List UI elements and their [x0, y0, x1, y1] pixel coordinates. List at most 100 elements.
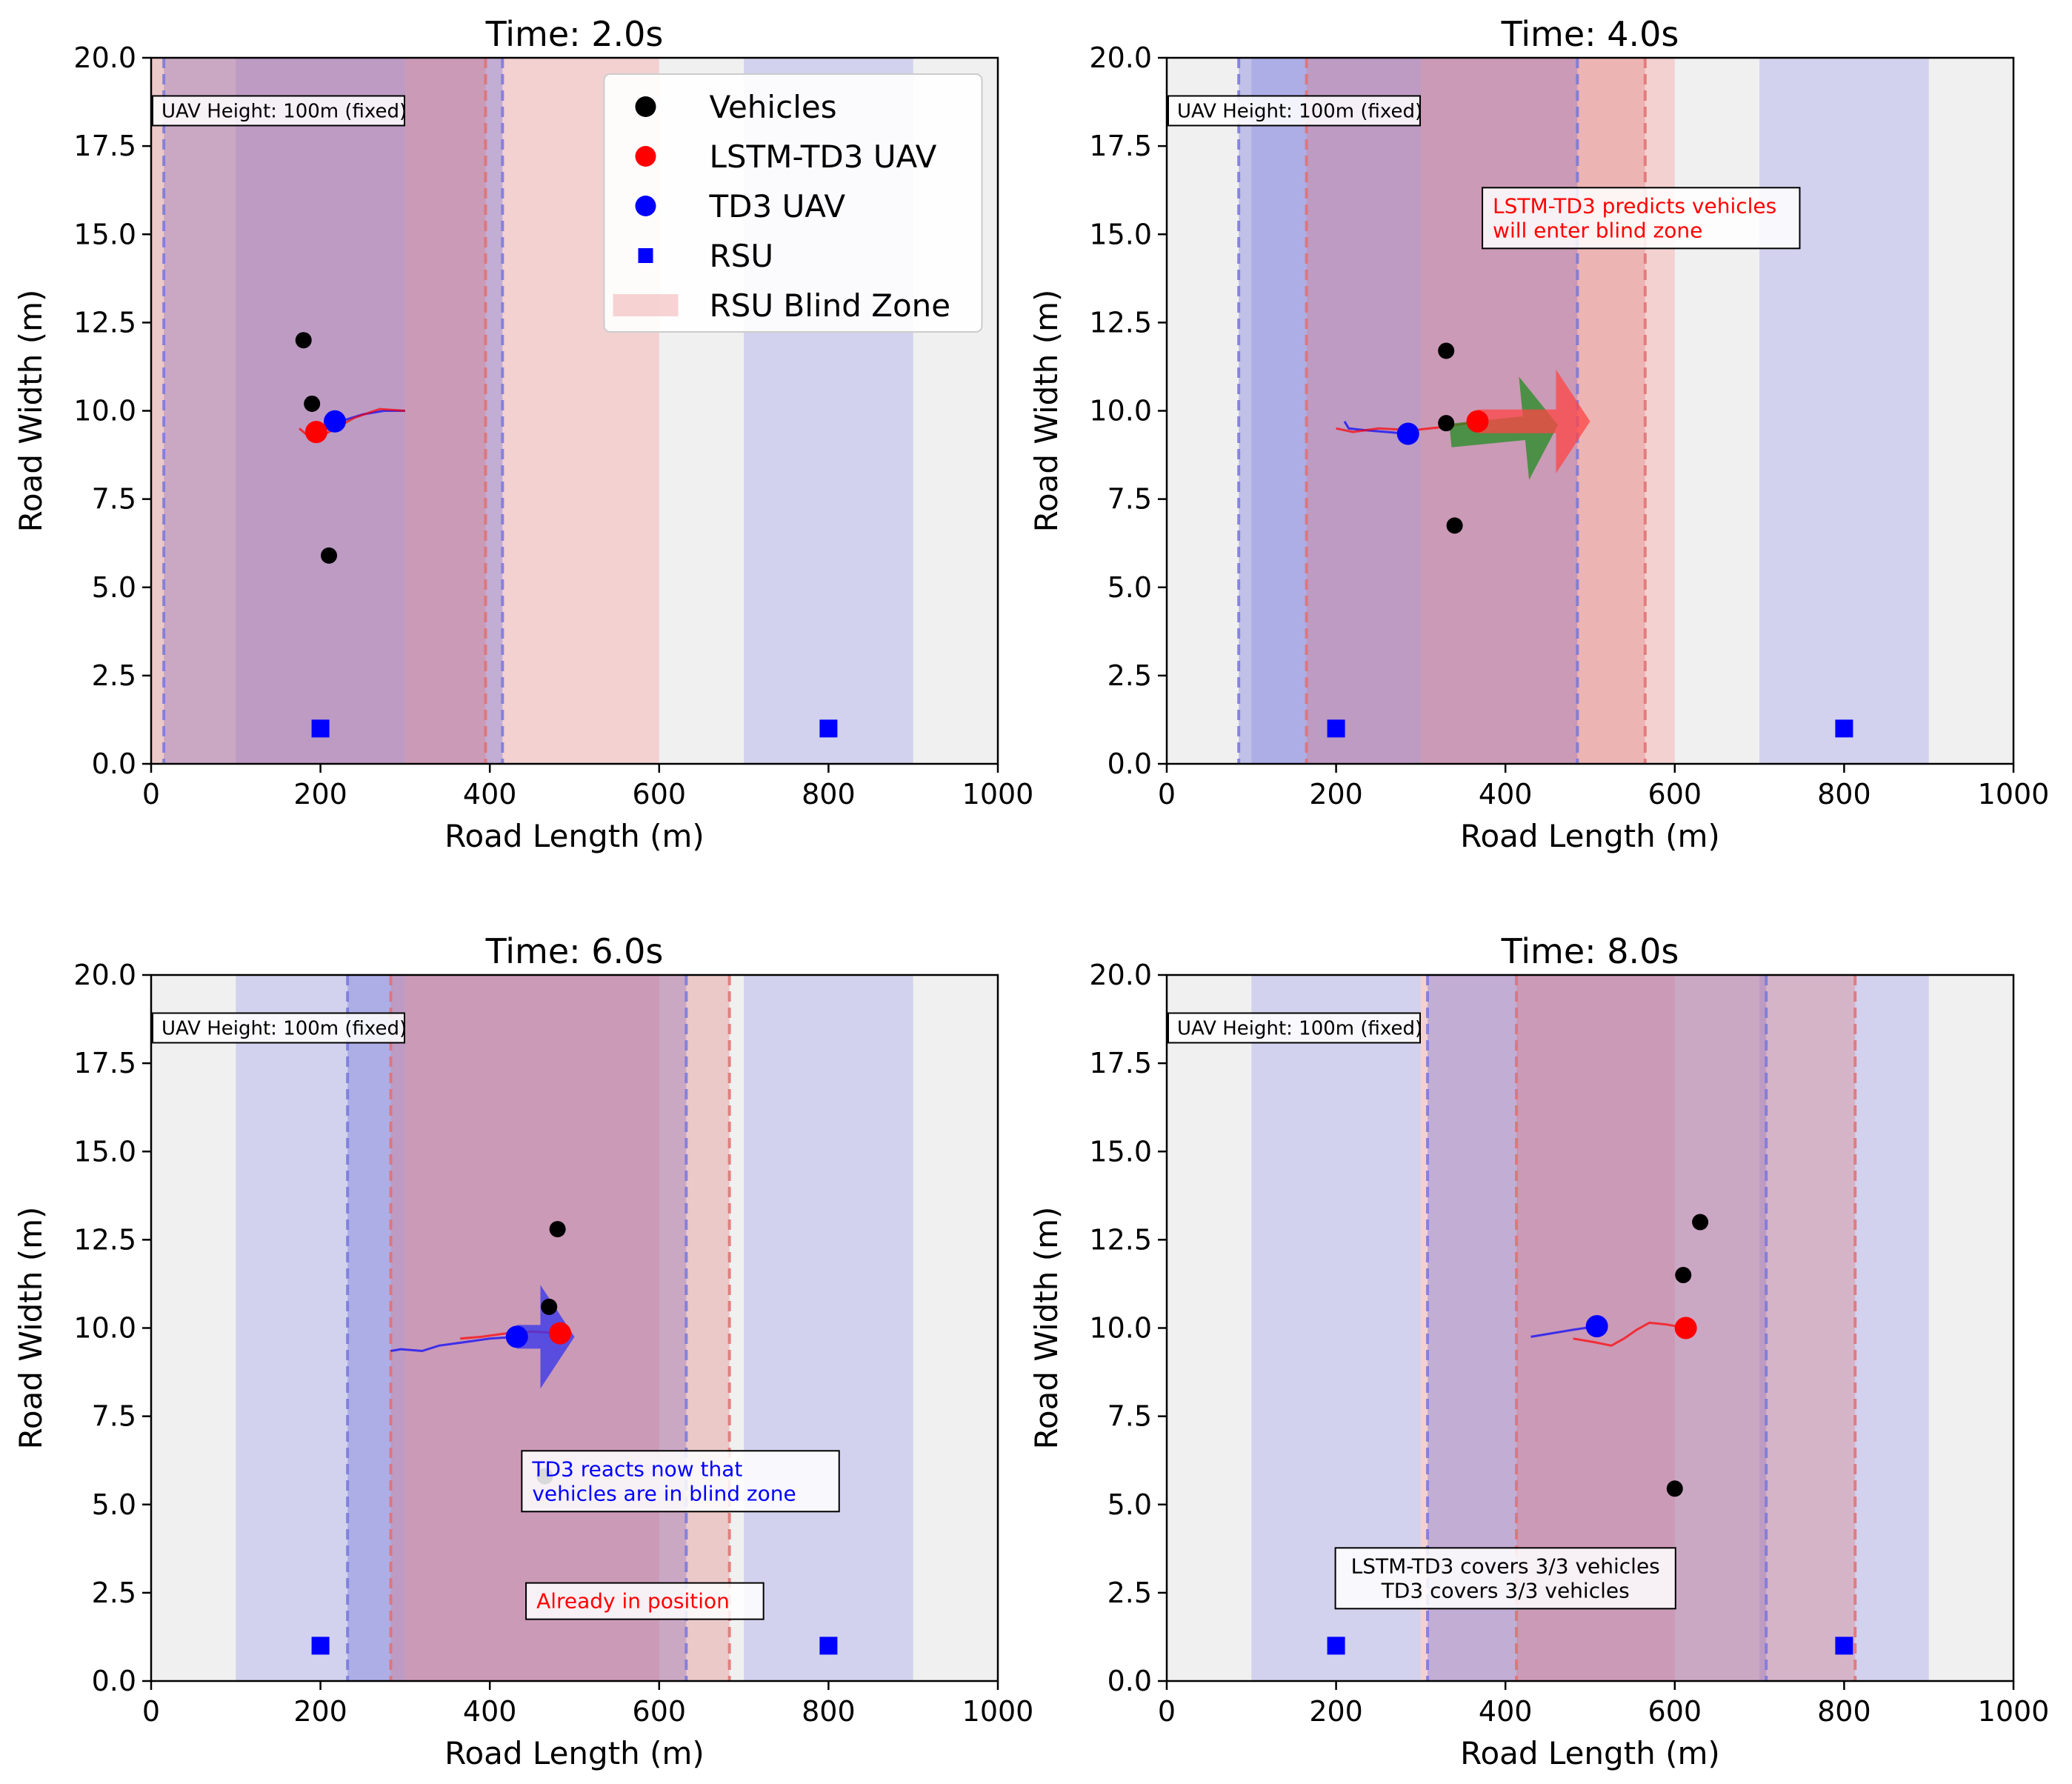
rsu-coverage-area — [1759, 975, 1929, 1681]
vehicle-marker — [1446, 517, 1463, 534]
annotation-text: TD3 reacts now that — [531, 1457, 742, 1481]
lstm-uav-marker — [304, 421, 327, 444]
legend-label: RSU — [710, 238, 774, 274]
lstm-uav-marker — [549, 1322, 572, 1345]
td3-uav-marker — [505, 1325, 528, 1348]
y-tick-label: 12.5 — [73, 306, 136, 339]
y-tick-label: 12.5 — [1089, 1223, 1152, 1256]
uav-height-text: UAV Height: 100m (fixed) — [161, 100, 407, 122]
rsu-marker — [819, 719, 838, 738]
x-tick-label: 0 — [1158, 1695, 1176, 1728]
rsu-marker — [1327, 1637, 1345, 1655]
vehicle-marker — [1675, 1267, 1692, 1284]
annotation-text: Already in position — [536, 1589, 730, 1614]
x-tick-label: 400 — [1479, 1695, 1533, 1728]
x-tick-label: 200 — [293, 778, 347, 811]
y-tick-label: 0.0 — [1107, 1665, 1152, 1697]
y-axis-label: Road Width (m) — [13, 1207, 49, 1450]
y-tick-label: 7.5 — [92, 1400, 136, 1433]
y-tick-label: 5.0 — [92, 571, 136, 604]
y-tick-label: 10.0 — [73, 1312, 136, 1345]
uav-height-text: UAV Height: 100m (fixed) — [1177, 1017, 1422, 1039]
y-tick-label: 7.5 — [92, 483, 136, 516]
y-tick-label: 2.5 — [92, 659, 136, 692]
lstm-coverage-band — [151, 58, 486, 764]
x-tick-label: 0 — [1158, 778, 1176, 811]
y-tick-label: 0.0 — [92, 1665, 136, 1697]
x-tick-label: 200 — [1309, 1695, 1363, 1728]
td3-uav-marker — [324, 410, 347, 433]
x-tick-label: 600 — [1648, 1695, 1702, 1728]
x-axis-label: Road Length (m) — [444, 1735, 704, 1771]
y-tick-label: 17.5 — [73, 1047, 136, 1079]
uav-height-text: UAV Height: 100m (fixed) — [1177, 100, 1422, 122]
uav-height-note: UAV Height: 100m (fixed) — [152, 1012, 407, 1044]
y-tick-label: 20.0 — [73, 41, 136, 74]
rsu-marker — [819, 1637, 838, 1655]
y-tick-label: 2.5 — [1107, 659, 1152, 692]
annotation-text: vehicles are in blind zone — [532, 1481, 796, 1505]
vehicle-marker — [295, 332, 312, 349]
y-tick-label: 15.0 — [73, 218, 136, 250]
x-tick-label: 1000 — [962, 778, 1034, 811]
x-tick-label: 1000 — [1978, 1695, 2050, 1728]
x-tick-label: 800 — [1817, 778, 1871, 811]
legend-patch — [613, 294, 679, 316]
x-tick-label: 200 — [1309, 778, 1363, 811]
legend-label: LSTM-TD3 UAV — [710, 139, 937, 175]
panel-time-2s: UAV Height: 100m (fixed) Vehicles LSTM-TD3… — [13, 14, 1033, 854]
x-tick-label: 1000 — [962, 1695, 1034, 1728]
td3-uav-marker — [1585, 1315, 1608, 1338]
vehicle-marker — [1438, 415, 1455, 432]
rsu-coverage-area — [1251, 58, 1421, 764]
x-tick-label: 400 — [463, 778, 517, 811]
uav-height-text: UAV Height: 100m (fixed) — [161, 1017, 407, 1039]
lstm-trajectory — [1573, 1321, 1686, 1347]
legend: Vehicles LSTM-TD3 UAV TD3 UAV RSU RSU Blind … — [603, 73, 983, 333]
y-tick-label: 7.5 — [1107, 483, 1152, 516]
legend-marker — [635, 146, 656, 167]
td3-trajectory — [390, 1335, 517, 1353]
legend-frame — [603, 73, 983, 333]
x-tick-label: 400 — [463, 1695, 517, 1728]
panel-title: Time: 2.0s — [485, 14, 664, 54]
vehicle-marker — [1666, 1480, 1683, 1497]
x-tick-label: 600 — [633, 778, 687, 811]
y-tick-label: 7.5 — [1107, 1400, 1152, 1433]
annotation-frame — [525, 1582, 764, 1620]
uav-height-note: UAV Height: 100m (fixed) — [152, 95, 407, 127]
rsu-coverage-area — [1759, 58, 1929, 764]
y-tick-label: 17.5 — [73, 130, 136, 162]
y-tick-label: 5.0 — [1107, 1488, 1152, 1521]
legend-marker — [635, 196, 656, 216]
uav-height-note: UAV Height: 100m (fixed) — [1167, 95, 1422, 127]
x-axis-label: Road Length (m) — [1460, 1735, 1720, 1771]
lstm-uav-marker — [1466, 410, 1489, 433]
annotation-text: LSTM-TD3 covers 3/3 vehicles — [1351, 1554, 1660, 1578]
x-tick-label: 600 — [633, 1695, 687, 1728]
vehicle-marker — [549, 1221, 566, 1238]
rsu-marker — [311, 719, 330, 738]
annotation-text: TD3 covers 3/3 vehicles — [1381, 1578, 1630, 1602]
vehicle-marker — [1692, 1214, 1709, 1231]
rsu-marker — [1835, 719, 1853, 738]
y-tick-label: 20.0 — [1089, 959, 1152, 991]
vehicle-marker — [321, 547, 338, 564]
vehicle-marker — [304, 395, 321, 412]
y-tick-label: 15.0 — [1089, 1135, 1152, 1168]
panel-title: Time: 4.0s — [1501, 14, 1679, 54]
legend-label: RSU Blind Zone — [710, 287, 951, 324]
y-tick-label: 17.5 — [1089, 130, 1152, 162]
uav-height-frame — [1167, 95, 1421, 127]
x-tick-label: 800 — [802, 1695, 856, 1728]
y-tick-label: 15.0 — [73, 1135, 136, 1168]
uav-height-note: UAV Height: 100m (fixed) — [1167, 1012, 1422, 1044]
annotation-frame — [521, 1450, 840, 1513]
y-tick-label: 10.0 — [73, 395, 136, 427]
